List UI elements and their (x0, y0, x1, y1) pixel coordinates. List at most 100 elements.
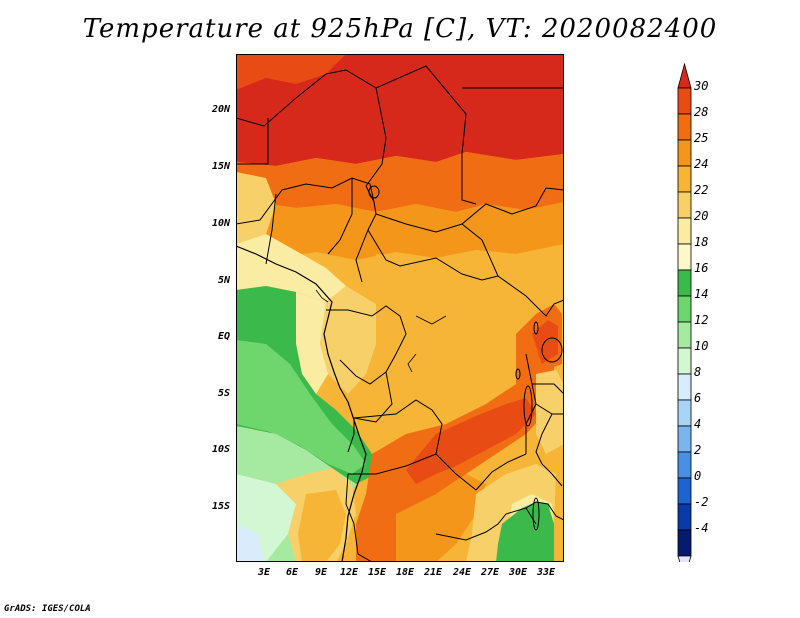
lon-tick-label: 9E (314, 567, 328, 578)
colorbar-label: 25 (694, 131, 709, 145)
colorbar-segment (677, 321, 692, 349)
border-line (475, 453, 527, 491)
colorbar-segment (677, 62, 692, 89)
colorbar-label: 30 (694, 79, 709, 93)
colorbar-label: -2 (694, 495, 709, 509)
field-region-t30-north (236, 54, 564, 166)
lat-tick-label: 10N (211, 218, 230, 229)
colorbar-segment (677, 529, 692, 557)
credit-text: GrADS: IGES/COLA (4, 604, 91, 614)
field-region-t24-band (236, 202, 564, 260)
colorbar-label: 10 (694, 339, 709, 353)
field-region-t10-southwest (236, 524, 264, 562)
border-line (525, 501, 564, 521)
field-region-t28-belt (236, 54, 346, 90)
map-panel (236, 54, 564, 562)
lake-chad (368, 185, 380, 199)
colorbar-label: 14 (694, 287, 709, 301)
lat-tick-label: 5S (217, 388, 230, 399)
coastline (236, 245, 367, 562)
colorbar-segment (677, 451, 692, 479)
field-region-t16-malawi (496, 502, 554, 562)
colorbar-segment (677, 373, 692, 401)
lon-tick-label: 33E (536, 567, 556, 578)
border-line (265, 193, 277, 265)
colorbar-segment (677, 477, 692, 505)
colorbar-label: 4 (694, 417, 702, 431)
colorbar-label: 0 (694, 469, 702, 483)
lon-tick-label: 27E (480, 567, 500, 578)
lon-tick-label: 30E (508, 567, 528, 578)
lon-tick-label: 21E (423, 567, 443, 578)
border-line (375, 65, 477, 205)
lon-tick-label: 3E (257, 567, 271, 578)
colorbar-segment (677, 425, 692, 453)
lon-tick-label: 15E (367, 567, 387, 578)
lake-kivu (515, 368, 521, 380)
map-frame (236, 54, 564, 562)
colorbar-label: 24 (694, 157, 709, 171)
border-line (375, 187, 564, 233)
colorbar-label: 2 (694, 443, 702, 457)
lake-victoria (541, 337, 563, 363)
border-line (535, 299, 564, 317)
colorbar-label: 12 (694, 313, 709, 327)
colorbar-segment (677, 113, 692, 141)
lakes (368, 185, 563, 531)
colorbar-segment (677, 295, 692, 323)
colorbar-segment (677, 555, 692, 562)
colorbar-label: 22 (694, 183, 709, 197)
lat-tick-label: 10S (211, 444, 230, 455)
field-region-t24-south (396, 474, 486, 562)
colorbar-segment (677, 243, 692, 271)
border-line (345, 473, 373, 562)
field-region-t21-west (236, 172, 276, 244)
colorbar-segment (677, 503, 692, 531)
border-line (236, 177, 377, 283)
field-region-t21-east (536, 370, 564, 454)
lake-tanganyika (523, 385, 533, 427)
border-line (327, 178, 353, 255)
colorbar (677, 62, 692, 562)
lake-albert (533, 321, 539, 335)
border-line (236, 118, 269, 165)
colorbar-segment (677, 87, 692, 115)
colorbar-label: 8 (694, 365, 702, 379)
border-line (353, 399, 477, 491)
border-line (348, 453, 437, 475)
border-line (532, 383, 564, 395)
river-line (315, 289, 329, 303)
lon-tick-label: 24E (452, 567, 472, 578)
colorbar-label: 16 (694, 261, 709, 275)
country-borders (236, 65, 564, 562)
colorbar-label: 6 (694, 391, 702, 405)
field-region-t23-namibia (298, 490, 346, 562)
colorbar-segment (677, 217, 692, 245)
lat-tick-label: 5N (217, 275, 230, 286)
colorbar-segment (677, 165, 692, 193)
temperature-field-map (236, 54, 564, 562)
colorbar-segment (677, 399, 692, 427)
lat-tick-label: 15N (211, 161, 230, 172)
map-title: Temperature at 925hPa [C], VT: 202008240… (82, 14, 718, 44)
rivers (315, 289, 447, 373)
field-region-t26-belt (236, 152, 564, 212)
field-region-t19-gabon (296, 292, 328, 394)
lat-tick-label: EQ (217, 331, 230, 342)
river-line (415, 315, 447, 325)
lat-tick-label: 20N (211, 104, 230, 115)
river-line (407, 353, 417, 373)
border-line (236, 69, 387, 203)
field-region-t19-coast (236, 234, 346, 302)
colorbar-label: -4 (694, 521, 709, 535)
lon-tick-label: 12E (339, 567, 359, 578)
lat-tick-label: 15S (211, 501, 230, 512)
field-region-t23-basin (366, 250, 536, 414)
colorbar-segment (677, 347, 692, 375)
field-region-t28-zambia (406, 398, 536, 484)
lake-malawi (532, 497, 540, 531)
field-region-t14-atlantic (236, 340, 366, 474)
border-line (535, 413, 563, 487)
colorbar-segment (677, 269, 692, 297)
